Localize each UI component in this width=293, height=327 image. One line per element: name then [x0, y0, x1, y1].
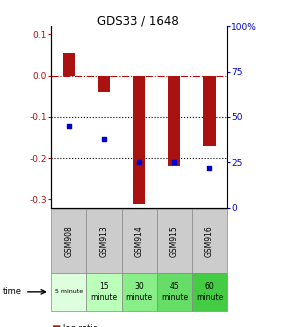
Text: 30
minute: 30 minute	[126, 282, 153, 301]
Text: GSM908: GSM908	[64, 225, 73, 257]
Point	[172, 160, 177, 165]
Text: GSM916: GSM916	[205, 225, 214, 257]
Point	[207, 165, 212, 170]
Point	[102, 136, 106, 141]
Text: 60
minute: 60 minute	[196, 282, 223, 301]
Text: 15
minute: 15 minute	[91, 282, 117, 301]
Bar	[203, 76, 216, 146]
Text: time: time	[3, 287, 22, 296]
Text: ■: ■	[51, 324, 61, 327]
Text: 45
minute: 45 minute	[161, 282, 188, 301]
Bar	[133, 76, 145, 203]
Bar	[63, 53, 75, 76]
Text: GSM914: GSM914	[135, 225, 144, 257]
Text: GDS33 / 1648: GDS33 / 1648	[97, 15, 179, 28]
Bar	[98, 76, 110, 92]
Bar	[168, 76, 180, 166]
Point	[137, 160, 142, 165]
Text: GSM915: GSM915	[170, 225, 179, 257]
Text: 5 minute: 5 minute	[55, 289, 83, 294]
Text: log ratio: log ratio	[63, 324, 98, 327]
Text: GSM913: GSM913	[100, 225, 108, 257]
Point	[67, 123, 71, 129]
